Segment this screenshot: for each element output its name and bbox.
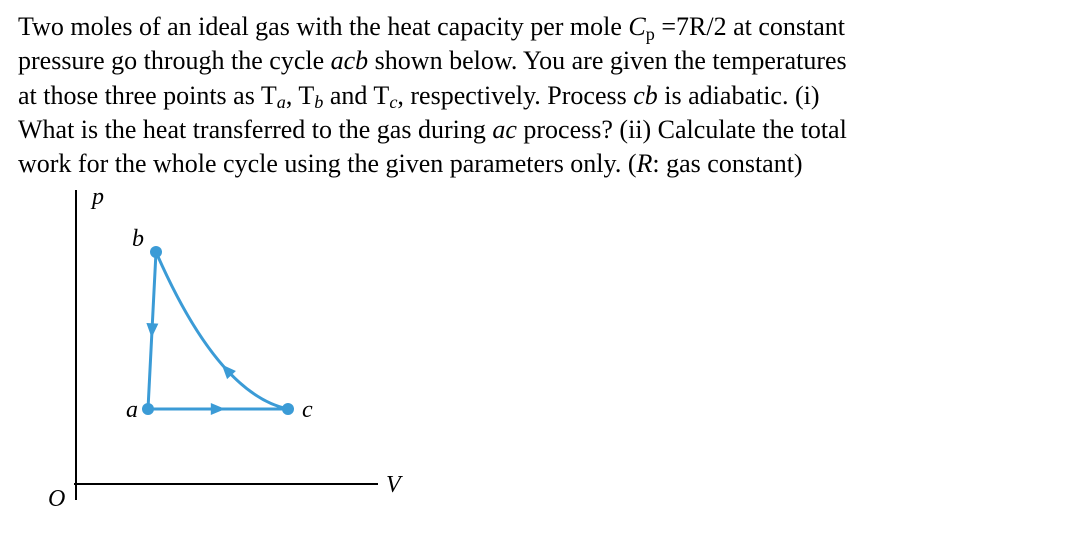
comma1: , T (286, 81, 314, 110)
pv-diagram: p V Oa b c (28, 184, 1070, 514)
arrow-ba (146, 323, 158, 338)
text-eq: =7R/2 at constant (655, 12, 845, 41)
text-line2a: pressure go through the cycle (18, 46, 331, 75)
R-sym: R (637, 149, 653, 178)
proc-cb: cb (633, 81, 658, 110)
cp-sym: C (628, 12, 645, 41)
proc-ac: ac (492, 115, 517, 144)
sub-b: b (314, 92, 323, 112)
arrow-ac (211, 403, 225, 415)
label-O: O (48, 486, 65, 512)
sub-a: a (277, 92, 286, 112)
point-b (150, 246, 162, 258)
text-line1a: Two moles of an ideal gas with the heat … (18, 12, 628, 41)
problem-statement: Two moles of an ideal gas with the heat … (18, 10, 1070, 182)
point-a (142, 403, 154, 415)
text-line5a: work for the whole cycle using the given… (18, 149, 637, 178)
cp-sub: p (646, 24, 655, 44)
label-p: p (90, 184, 104, 210)
text-line3c: is adiabatic. (i) (658, 81, 820, 110)
comma2: and T (323, 81, 389, 110)
text-line4b: process? (ii) Calculate the total (517, 115, 847, 144)
text-line5b: : gas constant) (652, 149, 802, 178)
text-line3b: , respectively. Process (397, 81, 633, 110)
label-c: c (302, 397, 313, 423)
label-a: a (126, 397, 138, 423)
process-cb (156, 252, 288, 409)
label-b: b (132, 226, 144, 252)
label-V: V (386, 472, 403, 498)
text-line2b: shown below. You are given the temperatu… (368, 46, 847, 75)
sub-c: c (389, 92, 397, 112)
point-c (282, 403, 294, 415)
text-line3a: at those three points as T (18, 81, 277, 110)
text-line4a: What is the heat transferred to the gas … (18, 115, 492, 144)
cycle-name: acb (331, 46, 369, 75)
